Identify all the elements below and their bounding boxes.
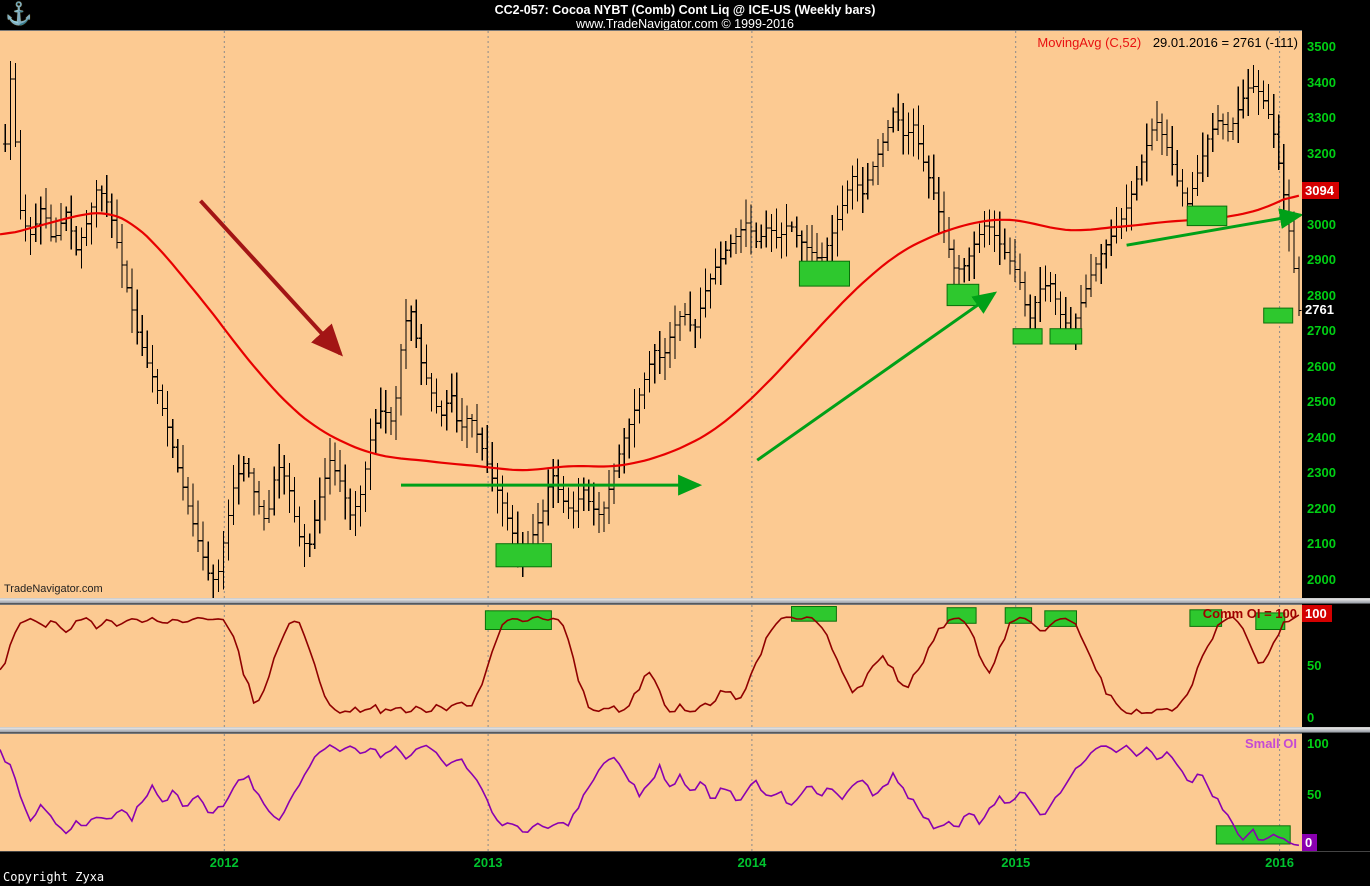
axis-tick-label: 0 xyxy=(1307,710,1315,725)
axis-tick-label: 50 xyxy=(1307,658,1322,673)
axis-tick-label: 50 xyxy=(1307,786,1322,802)
panel-splitter-1[interactable] xyxy=(0,598,1370,604)
axis-tick-label: 3200 xyxy=(1307,145,1336,161)
site-subtitle: www.TradeNavigator.com © 1999-2016 xyxy=(576,17,794,31)
axis-tick-label: 2700 xyxy=(1307,323,1336,339)
axis-tick-label: 3300 xyxy=(1307,110,1336,126)
year-label: 2016 xyxy=(1265,855,1295,870)
comm-oi-chart[interactable] xyxy=(0,605,1302,728)
small-oi-chart[interactable] xyxy=(0,734,1302,852)
indicator-readout: MovingAvg (C,52) 29.01.2016 = 2761 (-111… xyxy=(1037,35,1298,50)
axis-tick-label: 2900 xyxy=(1307,252,1336,268)
price-panel[interactable]: MovingAvg (C,52) 29.01.2016 = 2761 (-111… xyxy=(0,30,1302,599)
axis-tick-label: 2100 xyxy=(1307,536,1336,552)
axis-tick-label: 2800 xyxy=(1307,287,1336,303)
year-label: 2013 xyxy=(473,855,503,870)
anchor-logo-icon xyxy=(5,1,32,27)
axis-tick-label: 2000 xyxy=(1307,572,1336,587)
date-value-label: 29.01.2016 = 2761 (-111) xyxy=(1152,35,1298,50)
watermark-text: TradeNavigator.com xyxy=(4,583,103,595)
comm-oi-label: Comm OI = 100 xyxy=(1202,606,1297,621)
axis-tick-label: 3000 xyxy=(1307,216,1336,232)
axis-tick-label: 2500 xyxy=(1307,394,1336,410)
panel-splitter-2[interactable] xyxy=(0,727,1370,733)
moving-avg-label: MovingAvg (C,52) xyxy=(1037,35,1142,50)
price-chart[interactable] xyxy=(0,31,1302,599)
copyright-text: Copyright Zyxa xyxy=(3,870,105,884)
price-axis: 3094 2761 350034003300320031003000290028… xyxy=(1302,30,1370,598)
axis-tick-label: 3400 xyxy=(1307,74,1336,90)
ma-value-badge: 3094 xyxy=(1302,182,1339,200)
time-axis: 2012 2013 2014 2015 2016 xyxy=(0,851,1370,872)
axis-tick-label: 3500 xyxy=(1307,39,1336,54)
axis-tick-label: 2600 xyxy=(1307,358,1336,374)
comm-oi-panel[interactable]: Comm OI = 100 xyxy=(0,604,1302,728)
axis-tick-label: 2200 xyxy=(1307,500,1336,516)
last-price-badge: 2761 xyxy=(1302,300,1339,318)
axis-tick-label: 2400 xyxy=(1307,429,1336,445)
title-bar: CC2-057: Cocoa NYBT (Comb) Cont Liq @ IC… xyxy=(0,0,1370,31)
comm-oi-value-badge: 100 xyxy=(1302,605,1332,622)
small-oi-value-badge: 0 xyxy=(1302,834,1318,851)
chart-title: CC2-057: Cocoa NYBT (Comb) Cont Liq @ IC… xyxy=(494,3,876,17)
year-label: 2015 xyxy=(1001,855,1031,870)
axis-tick-label: 100 xyxy=(1307,736,1329,751)
year-label: 2012 xyxy=(209,855,239,870)
axis-tick-label: 2300 xyxy=(1307,465,1336,481)
small-oi-panel[interactable]: Small OI xyxy=(0,733,1302,852)
small-oi-label: Small OI xyxy=(1244,736,1297,751)
year-label: 2014 xyxy=(737,855,767,870)
